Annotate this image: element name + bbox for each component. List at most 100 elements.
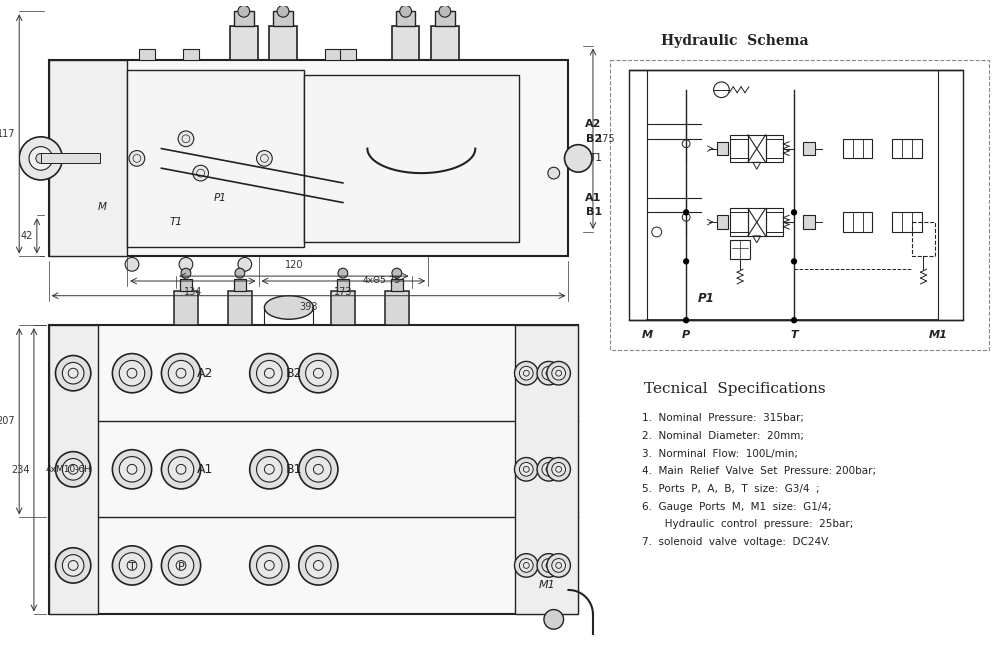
Bar <box>304 75 519 242</box>
Circle shape <box>537 361 561 385</box>
Circle shape <box>400 5 412 17</box>
Bar <box>183 48 199 60</box>
Circle shape <box>542 558 556 572</box>
Text: 3.  Norminal  Flow:  100L/min;: 3. Norminal Flow: 100L/min; <box>642 449 798 459</box>
Circle shape <box>565 145 592 172</box>
Bar <box>629 70 963 320</box>
Text: 398: 398 <box>299 301 318 311</box>
Bar <box>892 139 922 159</box>
Text: P: P <box>682 330 690 340</box>
Circle shape <box>257 552 282 578</box>
Bar <box>139 48 155 60</box>
Bar <box>748 208 766 236</box>
Text: A1: A1 <box>585 193 602 203</box>
Circle shape <box>257 151 272 166</box>
Circle shape <box>129 151 145 166</box>
Text: Hydraulic  control  pressure:  25bar;: Hydraulic control pressure: 25bar; <box>642 519 853 529</box>
Circle shape <box>257 457 282 482</box>
Text: M: M <box>641 330 652 340</box>
Text: A2: A2 <box>197 367 214 380</box>
Bar <box>730 240 750 260</box>
Bar <box>766 135 783 162</box>
Circle shape <box>542 367 556 380</box>
Circle shape <box>55 355 91 391</box>
Circle shape <box>193 165 208 181</box>
Circle shape <box>792 318 796 323</box>
Bar <box>174 291 198 325</box>
Text: 120: 120 <box>285 260 303 270</box>
Bar <box>748 135 766 162</box>
Circle shape <box>537 457 561 481</box>
Bar <box>41 153 100 163</box>
Bar <box>803 215 815 229</box>
Bar <box>730 135 748 162</box>
Text: 2.  Nominal  Diameter:  20mm;: 2. Nominal Diameter: 20mm; <box>642 431 804 441</box>
Circle shape <box>55 452 91 487</box>
Circle shape <box>519 367 533 380</box>
Circle shape <box>161 353 201 393</box>
Bar <box>273 11 293 26</box>
Circle shape <box>515 554 538 577</box>
Circle shape <box>338 268 348 278</box>
Circle shape <box>235 268 245 278</box>
Circle shape <box>306 552 331 578</box>
Text: B1: B1 <box>586 207 602 217</box>
Circle shape <box>519 462 533 476</box>
Circle shape <box>792 210 796 214</box>
Circle shape <box>168 457 194 482</box>
Circle shape <box>257 361 282 386</box>
Circle shape <box>515 361 538 385</box>
Text: Hydraulic  Schema: Hydraulic Schema <box>661 34 809 48</box>
Bar <box>435 11 455 26</box>
Circle shape <box>168 361 194 386</box>
Circle shape <box>125 258 139 271</box>
Text: 6.  Gauge  Ports  M,  M1  size:  G1/4;: 6. Gauge Ports M, M1 size: G1/4; <box>642 502 832 512</box>
Text: P: P <box>178 562 184 572</box>
Circle shape <box>29 147 53 170</box>
Circle shape <box>179 258 193 271</box>
Circle shape <box>684 210 689 214</box>
Bar <box>392 26 419 60</box>
Circle shape <box>19 137 62 180</box>
Bar <box>892 212 922 232</box>
Bar <box>127 70 304 246</box>
Text: 4xM10-6H: 4xM10-6H <box>45 465 91 474</box>
Bar <box>234 11 254 26</box>
Circle shape <box>119 457 145 482</box>
Circle shape <box>306 457 331 482</box>
Circle shape <box>181 268 191 278</box>
Circle shape <box>519 558 533 572</box>
Bar <box>337 279 349 291</box>
Bar <box>49 325 578 614</box>
Text: P1: P1 <box>697 292 714 305</box>
Bar <box>230 26 258 60</box>
Text: 207: 207 <box>0 416 15 426</box>
Bar <box>610 60 989 350</box>
Bar <box>766 208 783 236</box>
Bar <box>717 141 728 155</box>
Circle shape <box>306 361 331 386</box>
Circle shape <box>161 546 201 585</box>
Circle shape <box>62 363 84 384</box>
Circle shape <box>112 353 152 393</box>
Bar <box>228 291 252 325</box>
Circle shape <box>277 5 289 17</box>
Circle shape <box>684 318 689 323</box>
Text: B2: B2 <box>286 367 302 380</box>
Circle shape <box>299 546 338 585</box>
Bar <box>912 222 935 256</box>
Bar <box>385 291 409 325</box>
Circle shape <box>548 167 560 179</box>
Text: T1: T1 <box>170 217 183 227</box>
Bar <box>180 279 192 291</box>
Text: 173: 173 <box>334 287 353 297</box>
Circle shape <box>552 462 566 476</box>
Text: 42: 42 <box>21 231 33 241</box>
Text: T: T <box>129 562 135 572</box>
Circle shape <box>161 450 201 489</box>
Circle shape <box>684 259 689 264</box>
Bar <box>331 291 355 325</box>
Bar <box>391 279 403 291</box>
Circle shape <box>552 367 566 380</box>
Bar <box>431 26 459 60</box>
